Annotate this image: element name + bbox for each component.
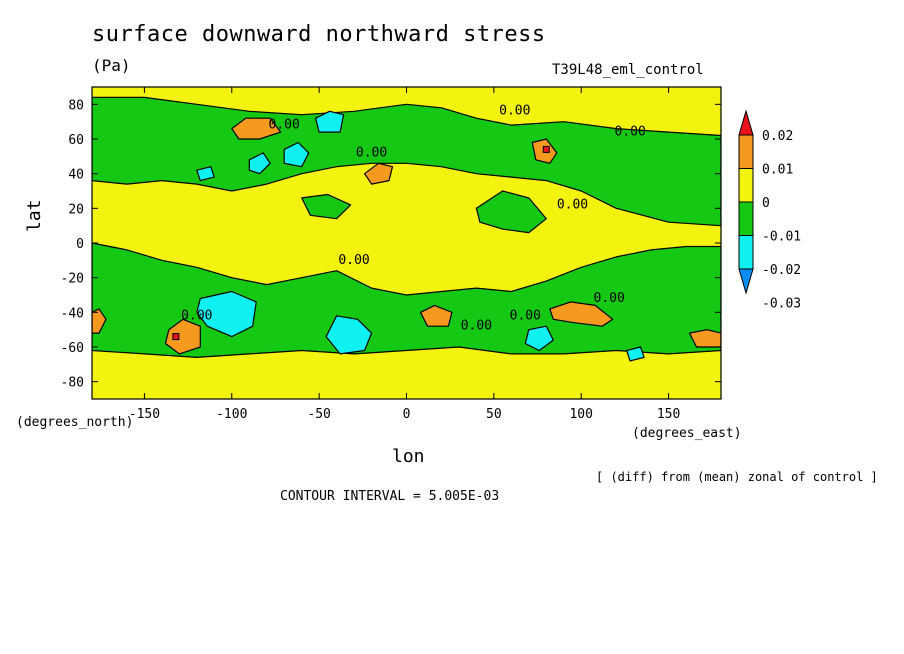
contour-labels: 0.00 0.00 0.00 0.00 0.00 0.00 0.00 0.00 0.00 0.00	[181, 104, 646, 334]
colorbar-swatch-1	[738, 134, 754, 169]
chart-units: (Pa)	[92, 56, 131, 75]
y-tick-label-3: 20	[68, 202, 84, 217]
cyan-region-6	[196, 166, 215, 182]
orange-region-6	[688, 329, 721, 348]
y-tick-label-6: -40	[61, 306, 84, 321]
contour-label-0: 0.00	[269, 118, 300, 133]
x-tick-label-1: -100	[216, 407, 247, 422]
chart-title: surface downward northward stress	[92, 22, 546, 47]
cyan-region-5	[248, 152, 271, 175]
colorbar-label-5: -0.03	[762, 297, 801, 312]
y-axis-units: (degrees_north)	[16, 415, 134, 430]
cyan-region-7	[625, 346, 645, 362]
x-tick-label-6: 150	[657, 407, 680, 422]
y-tick-label-0: 80	[68, 98, 84, 113]
red-spot-1	[542, 145, 550, 153]
green-region-2	[475, 190, 547, 234]
cyan-region-3	[315, 110, 345, 133]
orange-region-4	[364, 162, 394, 185]
colorbar-swatch-0	[738, 109, 754, 136]
y-tick-label-7: -60	[61, 341, 84, 356]
orange-region-1	[164, 318, 201, 355]
colorbar: 0.02 0.01 0 -0.01 -0.02 -0.03	[738, 109, 801, 312]
y-tick-label-8: -80	[61, 376, 84, 391]
contour-interval: CONTOUR INTERVAL = 5.005E-03	[280, 489, 500, 504]
cyan-region-1	[325, 315, 373, 355]
colorbar-swatch-3	[738, 201, 754, 236]
y-tick-label-1: 60	[68, 133, 84, 148]
contour-label-6: 0.00	[510, 308, 541, 323]
colorbar-label-3: -0.01	[762, 230, 801, 245]
diff-note: [ (diff) from (mean) zonal of control ]	[596, 470, 878, 484]
orange-region-7	[92, 308, 107, 334]
contour-label-9: 0.00	[614, 125, 645, 140]
y-tick-label-5: -20	[61, 272, 84, 287]
experiment-label: T39L48_eml_control	[552, 62, 704, 78]
colorbar-swatch-4	[738, 235, 754, 270]
contour-label-7: 0.00	[461, 319, 492, 334]
orange-region-0	[231, 117, 282, 140]
axes: -150 -100 -50 0 50 100 150 80 60 40 20 0 -20 -40 -60 -8…	[61, 87, 721, 422]
contour-label-3: 0.00	[338, 253, 369, 268]
y-tick-label-2: 40	[68, 168, 84, 183]
y-tick-label-4: 0	[76, 237, 84, 252]
green-region-1	[92, 242, 721, 358]
cyan-region-4	[283, 141, 310, 168]
red-spot-0	[172, 333, 180, 341]
contour-label-1: 0.00	[499, 104, 530, 119]
contour-label-8: 0.00	[181, 308, 212, 323]
x-axis-label: lon	[392, 446, 425, 467]
colorbar-swatch-2	[738, 168, 754, 203]
x-tick-label-2: -50	[307, 407, 330, 422]
x-tick-label-3: 0	[403, 407, 411, 422]
orange-region-5	[419, 304, 453, 327]
x-tick-label-0: -150	[129, 407, 160, 422]
cyan-region-2	[524, 325, 554, 352]
contour-label-2: 0.00	[356, 145, 387, 160]
colorbar-swatch-5	[738, 268, 754, 295]
orange-region-2	[549, 301, 614, 327]
x-tick-label-5: 100	[569, 407, 592, 422]
green-region-3	[301, 193, 352, 220]
colorbar-label-4: -0.02	[762, 263, 801, 278]
colorbar-label-0: 0.02	[762, 129, 793, 144]
cyan-region-0	[196, 290, 257, 338]
x-axis-units: (degrees_east)	[632, 426, 742, 441]
colorbar-label-2: 0	[762, 196, 770, 211]
contour-fills	[92, 96, 721, 362]
x-tick-label-4: 50	[486, 407, 502, 422]
colorbar-label-1: 0.01	[762, 163, 793, 178]
contour-label-4: 0.00	[557, 197, 588, 212]
contour-label-5: 0.00	[594, 291, 625, 306]
